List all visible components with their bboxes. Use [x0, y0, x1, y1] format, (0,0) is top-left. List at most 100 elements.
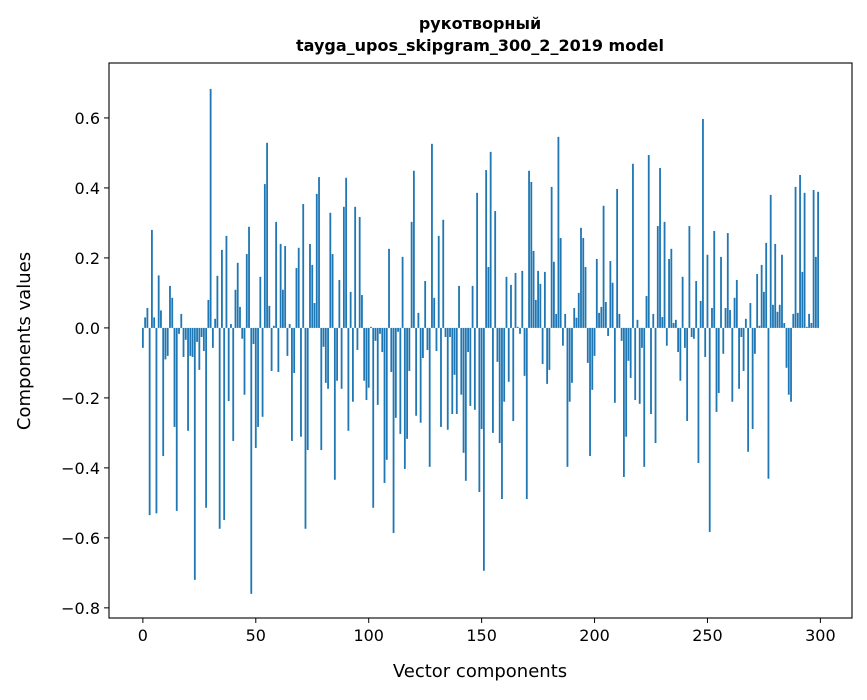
bar-206 — [607, 327, 610, 336]
bar-19 — [184, 327, 187, 340]
bar-21 — [189, 327, 192, 356]
bar-156 — [494, 211, 497, 328]
bar-49 — [252, 327, 255, 344]
bar-109 — [388, 248, 390, 328]
bar-138 — [453, 327, 456, 375]
bar-182 — [552, 261, 555, 328]
bar-37 — [225, 235, 228, 328]
bar-289 — [794, 186, 797, 328]
bar-33 — [216, 275, 219, 328]
bar-87 — [338, 279, 341, 328]
bar-47 — [248, 226, 250, 328]
bar-124 — [422, 327, 424, 358]
bar-60 — [277, 327, 280, 372]
bar-35 — [221, 249, 223, 328]
bar-38 — [227, 327, 230, 402]
bar-126 — [426, 327, 429, 350]
bar-285 — [785, 327, 788, 368]
bar-93 — [351, 327, 354, 402]
bar-154 — [489, 151, 492, 328]
bar-133 — [442, 219, 445, 328]
bar-72 — [304, 327, 307, 529]
bar-241 — [686, 327, 689, 421]
bar-220 — [638, 327, 641, 404]
bar-273 — [758, 325, 761, 328]
bar-143 — [464, 327, 467, 481]
bar-218 — [634, 327, 637, 400]
bar-66 — [291, 327, 293, 441]
bar-171 — [528, 170, 530, 328]
bar-11 — [166, 327, 169, 356]
bar-151 — [482, 327, 485, 571]
bar-17 — [180, 313, 183, 328]
bar-208 — [611, 282, 614, 328]
bar-221 — [641, 327, 643, 348]
bar-115 — [401, 256, 404, 328]
bar-76 — [313, 303, 316, 328]
bar-16 — [178, 327, 180, 334]
bar-48 — [250, 327, 253, 594]
bar-91 — [347, 327, 350, 431]
bar-226 — [652, 313, 655, 328]
bar-207 — [609, 261, 612, 328]
bar-295 — [808, 313, 810, 328]
bar-270 — [751, 327, 754, 430]
bar-211 — [618, 313, 621, 328]
bar-194 — [580, 227, 582, 328]
bar-161 — [505, 276, 508, 328]
bar-64 — [286, 327, 289, 356]
bar-231 — [663, 221, 666, 328]
bar-233 — [668, 258, 670, 328]
bar-90 — [345, 177, 348, 328]
bar-189 — [568, 327, 571, 402]
bar-25 — [198, 327, 201, 370]
bar-288 — [792, 313, 795, 328]
bar-234 — [670, 248, 673, 328]
bar-30 — [209, 88, 212, 328]
chart-title-line-1: рукотворный — [419, 14, 541, 33]
bar-274 — [760, 264, 763, 328]
bar-290 — [796, 312, 799, 328]
bar-217 — [632, 163, 634, 328]
bar-7 — [157, 275, 160, 328]
bar-249 — [704, 327, 707, 357]
bar-101 — [370, 326, 372, 328]
bar-22 — [191, 327, 194, 357]
bar-164 — [512, 327, 515, 421]
bar-150 — [480, 327, 483, 430]
bar-136 — [449, 327, 451, 338]
bars-group — [141, 88, 820, 594]
bar-257 — [722, 327, 725, 354]
bar-65 — [288, 324, 291, 328]
bar-219 — [636, 319, 639, 328]
bar-120 — [412, 170, 415, 328]
bar-18 — [182, 327, 185, 357]
bar-84 — [331, 254, 334, 328]
bar-248 — [702, 118, 704, 328]
bar-224 — [647, 155, 650, 328]
bar-141 — [460, 327, 463, 395]
bar-110 — [390, 327, 393, 372]
bar-155 — [492, 327, 494, 433]
bar-4 — [151, 229, 153, 328]
bar-149 — [478, 327, 481, 493]
bar-20 — [187, 327, 189, 431]
bar-70 — [300, 327, 302, 437]
bar-68 — [295, 268, 298, 328]
bar-24 — [196, 327, 198, 342]
bar-197 — [586, 327, 589, 363]
x-tick-label: 50 — [246, 626, 266, 645]
bar-187 — [564, 313, 567, 328]
bar-13 — [171, 297, 174, 328]
bar-53 — [261, 327, 264, 417]
bar-279 — [772, 304, 774, 328]
bar-190 — [571, 327, 573, 383]
bar-296 — [810, 323, 813, 328]
bar-34 — [218, 327, 221, 529]
y-tick-label: −0.8 — [61, 599, 100, 618]
bar-267 — [744, 318, 747, 328]
bar-59 — [275, 221, 278, 328]
bar-201 — [595, 258, 598, 328]
bar-29 — [207, 299, 210, 328]
x-axis: 0 50 100 150 200 250 300 — [138, 618, 836, 645]
